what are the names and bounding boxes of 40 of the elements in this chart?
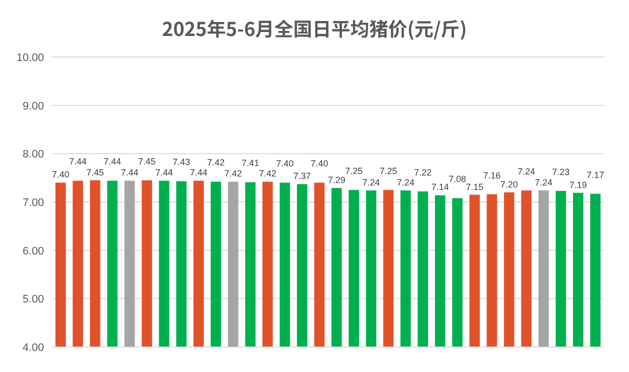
- data-label: 7.37: [293, 171, 311, 182]
- data-label: 7.40: [52, 170, 70, 180]
- chart-title: 2025年5-6月全国日平均猪价(元/斤): [162, 15, 468, 42]
- data-label: 7.17: [586, 170, 604, 180]
- data-label: 7.24: [396, 177, 414, 188]
- data-label: 7.25: [345, 166, 363, 176]
- data-label: 7.42: [224, 168, 242, 179]
- y-tick-label: 9.00: [22, 100, 44, 112]
- data-label: 7.14: [431, 182, 449, 192]
- data-label: 7.22: [414, 167, 432, 178]
- data-label: 7.44: [155, 168, 173, 178]
- data-label: 7.41: [242, 158, 260, 168]
- data-label: 7.45: [86, 167, 104, 178]
- data-label: 7.24: [362, 177, 380, 188]
- data-label: 7.44: [190, 168, 208, 178]
- data-label: 7.15: [466, 182, 484, 192]
- data-label: 7.44: [120, 168, 138, 178]
- y-tick-label: 6.00: [22, 245, 44, 258]
- data-label: 7.42: [207, 158, 225, 168]
- data-label: 7.40: [276, 158, 294, 169]
- data-label: 7.23: [552, 166, 570, 177]
- data-label: 7.24: [518, 166, 536, 176]
- y-tick-label: 4.00: [22, 342, 44, 354]
- data-label: 7.25: [380, 166, 398, 176]
- y-tick-label: 5.00: [22, 294, 44, 306]
- data-label: 7.44: [104, 156, 122, 167]
- data-label: 7.29: [328, 174, 346, 185]
- data-label: 7.16: [483, 170, 501, 180]
- data-label: 7.45: [138, 156, 156, 166]
- data-label: 7.08: [448, 174, 466, 184]
- data-label: 7.42: [258, 168, 276, 179]
- data-label: 7.44: [69, 156, 87, 167]
- data-label: 7.43: [172, 157, 190, 168]
- data-label: 7.20: [500, 179, 518, 190]
- y-tick-label: 10.00: [16, 52, 44, 64]
- y-tick-label: 8.00: [22, 148, 44, 161]
- data-label: 7.19: [569, 180, 587, 190]
- data-label: 7.24: [534, 177, 552, 188]
- data-label: 7.40: [310, 158, 328, 169]
- y-tick-label: 7.00: [22, 197, 44, 209]
